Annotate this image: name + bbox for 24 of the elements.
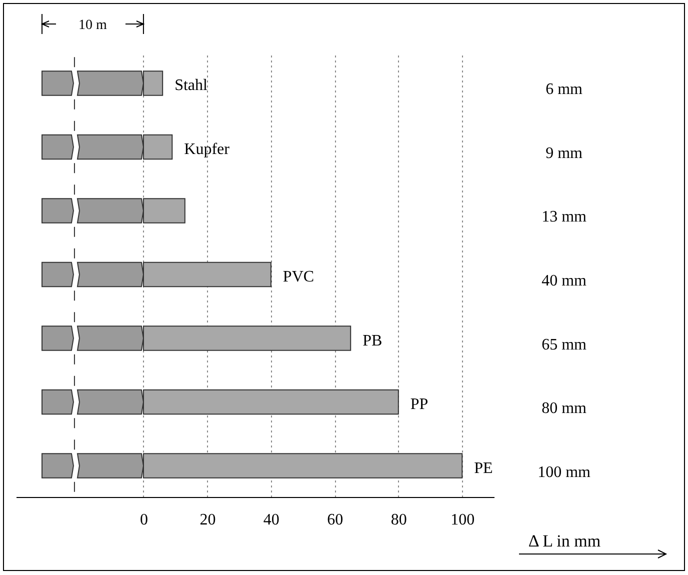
x-tick-label: 80 bbox=[390, 512, 407, 528]
y-tick-label: Kupfer bbox=[184, 140, 230, 158]
x-axis-title: Δ L in mm bbox=[528, 532, 601, 550]
x-tick-label: 0 bbox=[140, 512, 148, 528]
data-label: 65 mm bbox=[542, 336, 587, 354]
data-label: 100 mm bbox=[538, 464, 591, 481]
y-tick-label: PB bbox=[362, 332, 382, 350]
bar bbox=[142, 198, 186, 224]
text: 10 m bbox=[78, 18, 108, 33]
x-tick-label: 20 bbox=[200, 512, 216, 528]
data-label: 80 mm bbox=[542, 400, 587, 418]
data-label: 40 mm bbox=[542, 272, 587, 290]
x-tick-label: 60 bbox=[327, 512, 344, 528]
y-tick-label: PP bbox=[410, 396, 428, 414]
y-tick-label: PE bbox=[474, 460, 493, 477]
y-tick-label: PVC bbox=[282, 268, 314, 286]
x-tick-label: 100 bbox=[450, 512, 475, 528]
bar bbox=[142, 70, 164, 96]
data-label: 13 mm bbox=[542, 208, 587, 226]
bar bbox=[142, 134, 173, 160]
data-label: 6 mm bbox=[546, 81, 583, 98]
y-tick-label: Stahl bbox=[174, 77, 208, 94]
x-tick-label: 40 bbox=[263, 512, 280, 528]
data-label: 9 mm bbox=[546, 144, 583, 162]
